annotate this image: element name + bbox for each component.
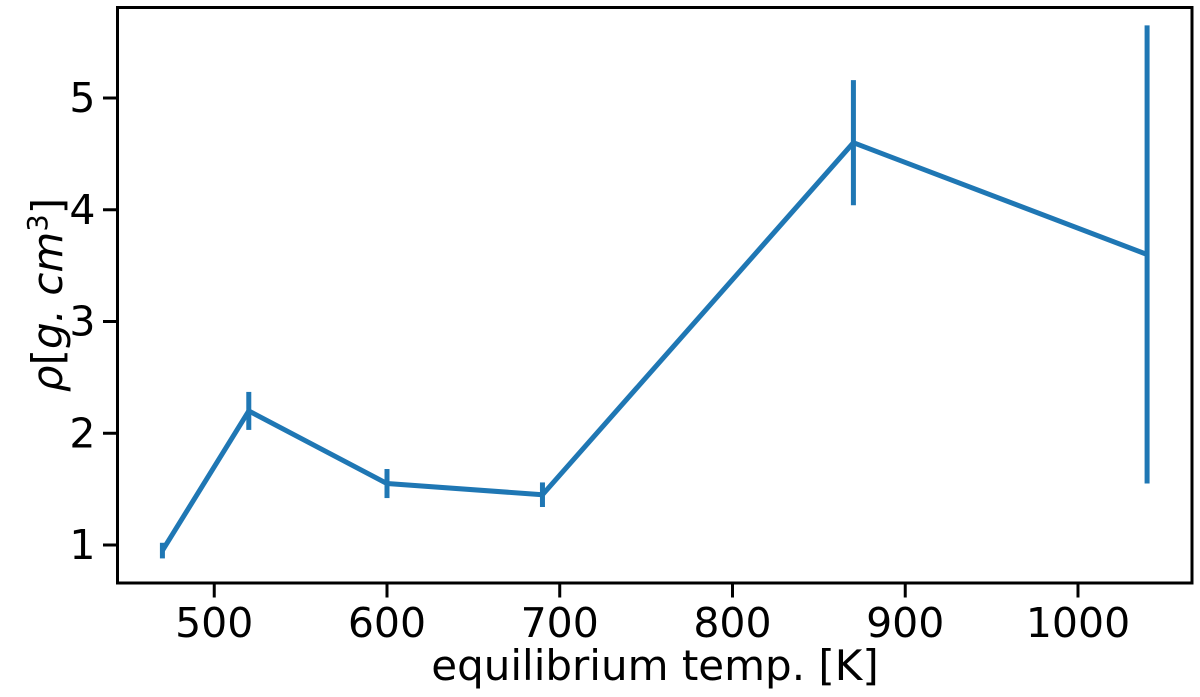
plot-border: [116, 6, 1194, 585]
y-tick-label: 5: [69, 74, 95, 122]
x-tick-label: 1000: [1026, 599, 1130, 647]
data-line: [160, 140, 1148, 552]
x-tick-label: 800: [693, 599, 771, 647]
y-tick-label: 1: [69, 521, 95, 569]
y-axis-label-unit: g. cm: [23, 231, 72, 350]
y-axis-label-exponent: 3: [23, 214, 54, 232]
y-axis-label-open-bracket: [: [23, 349, 72, 366]
y-tick-label: 2: [69, 409, 95, 457]
x-tick-label: 700: [521, 599, 599, 647]
y-axis-label-symbol: ρ: [23, 365, 72, 393]
y-axis-label-close-bracket: ]: [23, 197, 72, 215]
x-tick-label: 500: [175, 599, 253, 647]
x-tick-label: 600: [348, 599, 426, 647]
y-axis-label: ρ[g. cm3]: [23, 198, 72, 392]
y-tick-label: 4: [69, 186, 95, 234]
y-tick-label: 3: [69, 298, 95, 346]
x-tick-label: 900: [866, 599, 944, 647]
x-axis-label: equilibrium temp. [K]: [431, 641, 879, 690]
